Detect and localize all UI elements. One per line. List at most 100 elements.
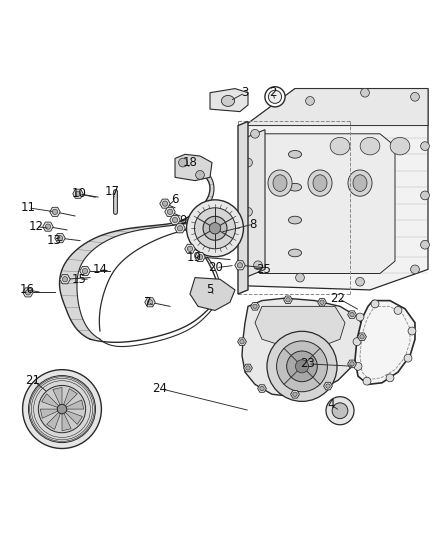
Circle shape [187,200,244,257]
Polygon shape [324,382,332,390]
Text: 2: 2 [269,86,277,99]
Polygon shape [235,261,245,270]
Text: 17: 17 [105,185,120,198]
Ellipse shape [222,95,235,107]
Polygon shape [62,414,71,431]
Polygon shape [60,167,214,339]
Text: 6: 6 [171,193,179,206]
Circle shape [410,265,419,274]
Polygon shape [245,130,265,278]
Circle shape [363,377,371,385]
Circle shape [360,88,369,97]
Circle shape [420,191,429,200]
Text: 14: 14 [92,263,107,276]
Circle shape [296,273,304,282]
Circle shape [57,405,67,414]
Polygon shape [40,409,58,418]
Polygon shape [55,233,65,243]
Polygon shape [251,303,259,310]
Polygon shape [160,199,170,208]
Circle shape [173,217,178,223]
Circle shape [246,366,250,370]
Polygon shape [242,298,365,397]
Polygon shape [245,88,428,126]
Polygon shape [47,413,60,430]
Polygon shape [210,88,248,111]
Polygon shape [245,88,428,290]
Text: 25: 25 [257,263,272,276]
Circle shape [420,240,429,249]
Polygon shape [60,274,70,284]
Circle shape [267,332,337,401]
Circle shape [356,277,364,286]
Circle shape [253,304,257,309]
Circle shape [332,403,348,418]
Circle shape [295,360,308,373]
Polygon shape [42,394,59,407]
Circle shape [286,297,290,302]
Polygon shape [65,411,82,424]
Circle shape [306,96,314,106]
Polygon shape [258,385,266,392]
Polygon shape [165,207,175,216]
Polygon shape [195,253,205,262]
Polygon shape [244,364,252,372]
Circle shape [194,208,236,249]
Circle shape [162,201,168,206]
Polygon shape [190,278,235,310]
Ellipse shape [308,170,332,196]
Circle shape [354,362,362,370]
Polygon shape [23,288,33,297]
Polygon shape [355,301,415,384]
Polygon shape [250,134,395,273]
Text: 16: 16 [20,284,35,296]
Polygon shape [170,215,180,224]
Text: 12: 12 [28,220,43,233]
Circle shape [53,209,58,214]
Circle shape [196,171,205,179]
Polygon shape [50,207,60,216]
Polygon shape [255,306,345,345]
Text: 20: 20 [208,261,223,274]
Circle shape [209,223,221,234]
Text: 21: 21 [25,374,40,387]
Text: 8: 8 [249,217,257,231]
Text: 15: 15 [71,273,86,286]
Text: 3: 3 [241,86,249,99]
Circle shape [244,207,252,216]
Ellipse shape [360,138,380,155]
Circle shape [326,384,330,388]
Polygon shape [145,298,155,307]
Ellipse shape [273,175,287,191]
Ellipse shape [348,170,372,196]
Circle shape [326,397,354,425]
Circle shape [356,313,364,321]
Text: 23: 23 [300,358,315,370]
Ellipse shape [330,138,350,155]
Circle shape [167,209,173,214]
Polygon shape [185,244,195,253]
Circle shape [62,277,67,282]
Ellipse shape [313,175,327,191]
Circle shape [237,263,243,268]
Polygon shape [238,338,247,345]
Polygon shape [43,222,53,231]
Text: 13: 13 [46,234,61,247]
Circle shape [386,374,394,382]
Circle shape [203,216,227,240]
Polygon shape [175,155,212,181]
Circle shape [57,236,63,241]
Text: 11: 11 [21,201,35,214]
Circle shape [260,386,264,391]
Polygon shape [357,333,366,341]
Polygon shape [238,122,248,294]
Circle shape [28,376,95,442]
Polygon shape [53,387,62,405]
Text: 10: 10 [71,187,86,200]
Circle shape [276,341,327,392]
Circle shape [240,340,244,344]
Ellipse shape [289,249,302,257]
Polygon shape [80,266,90,276]
Text: 9: 9 [179,214,187,227]
Circle shape [187,246,193,252]
